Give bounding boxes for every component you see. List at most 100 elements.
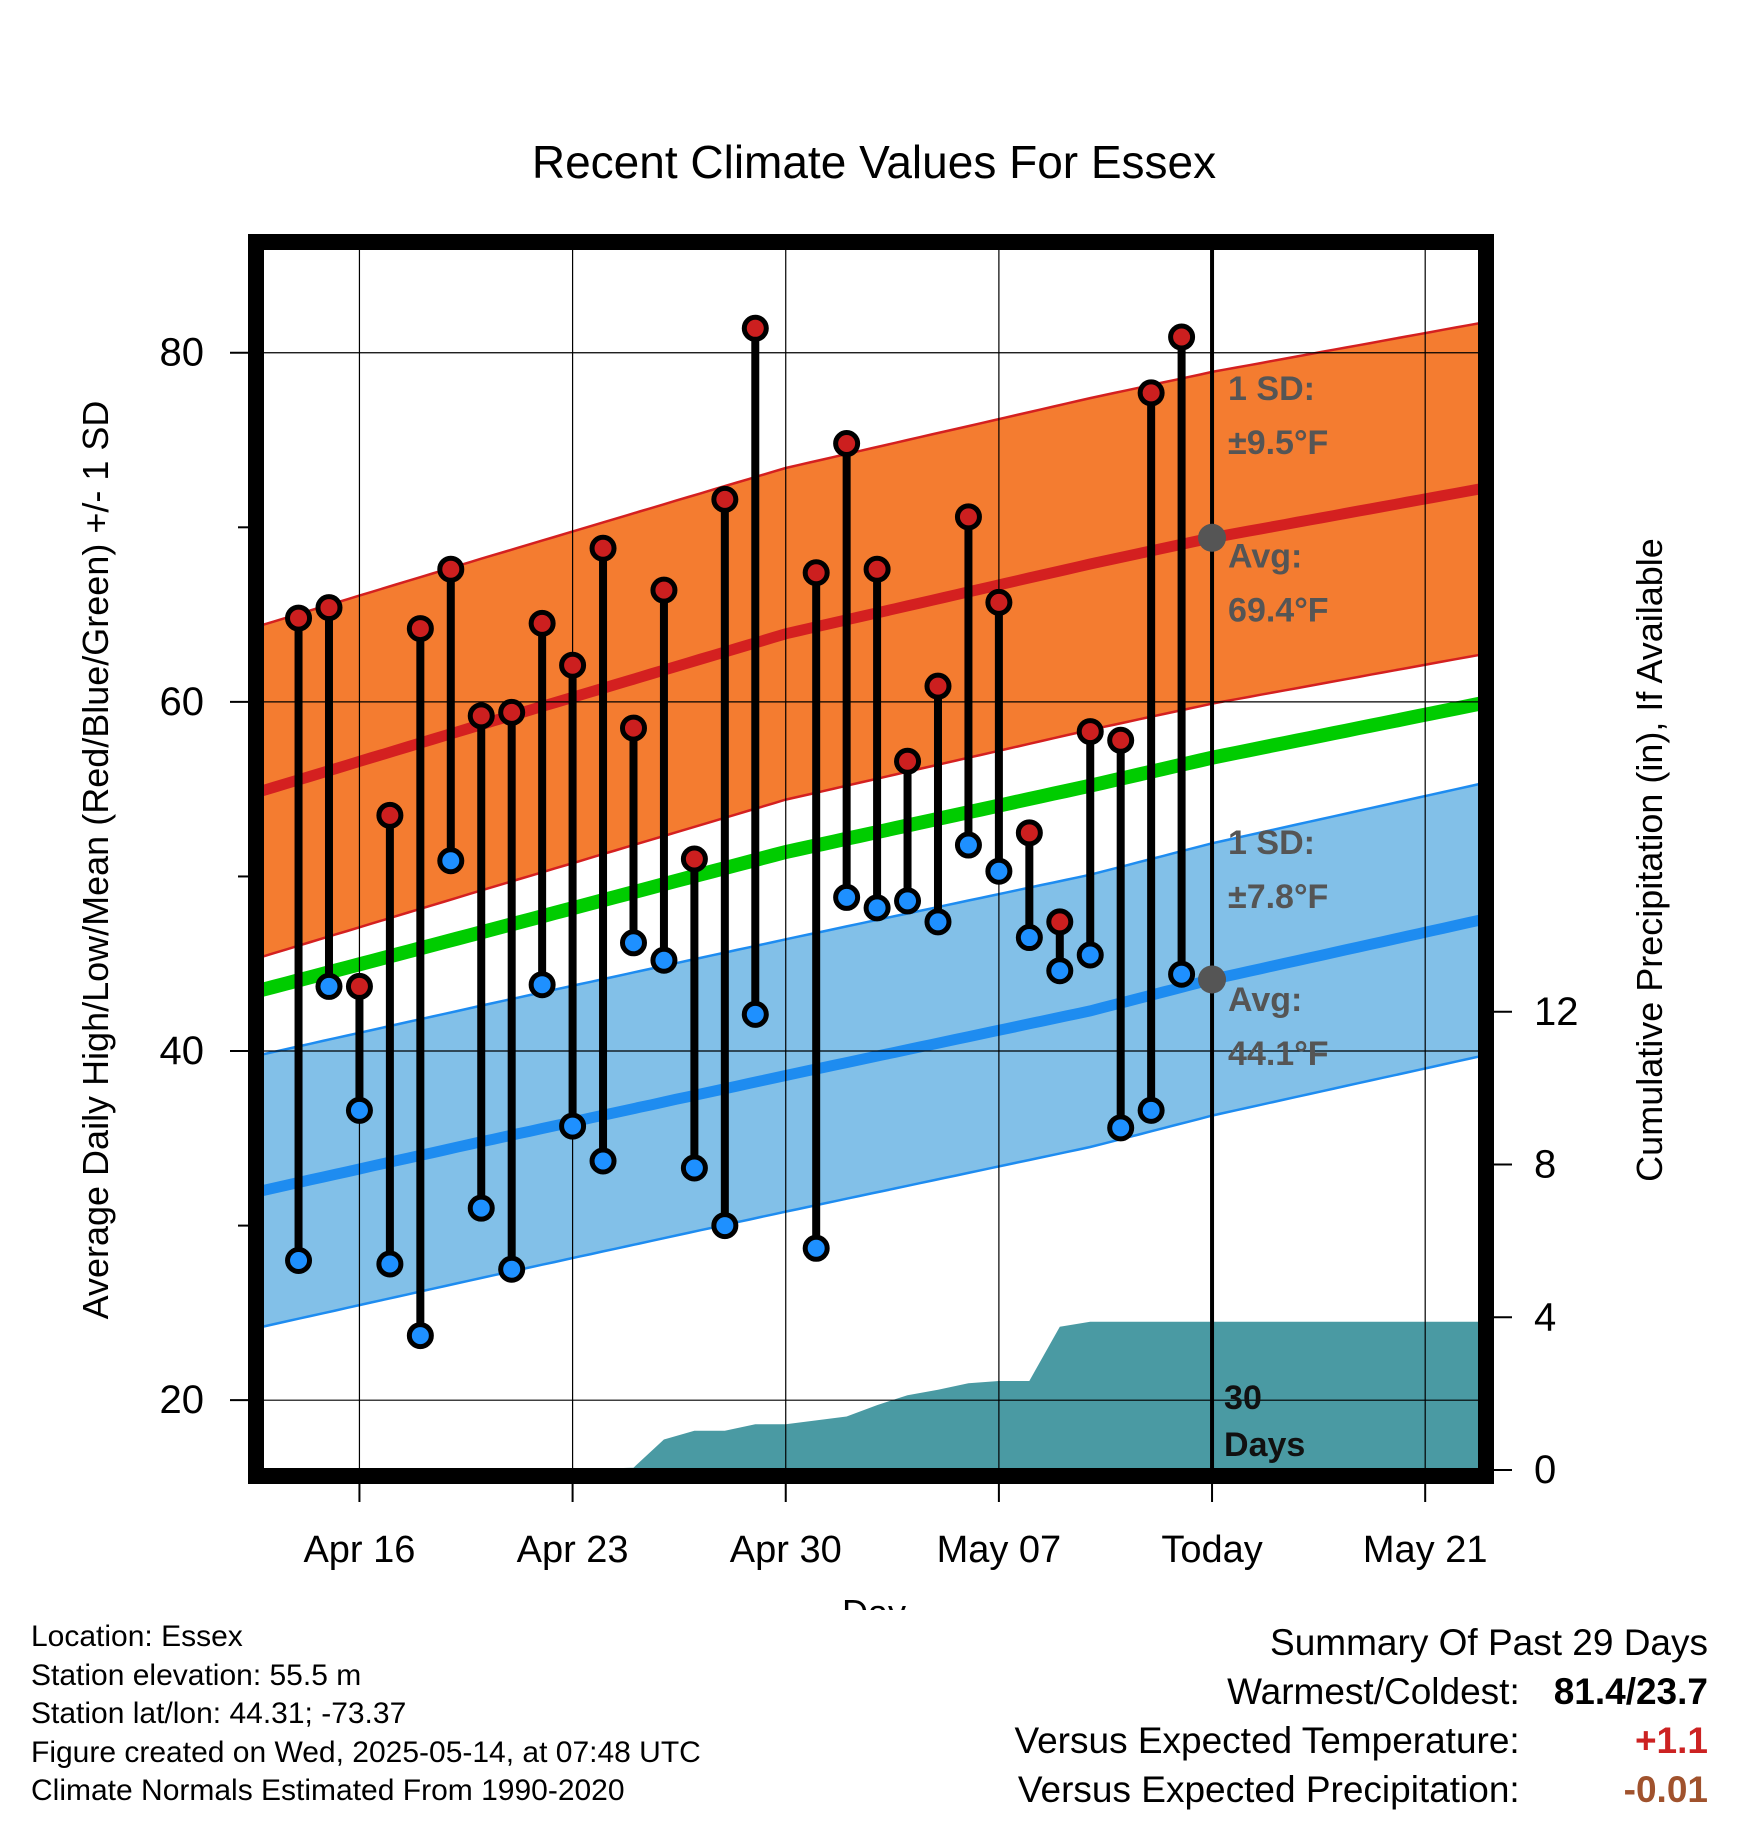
daily-low-point bbox=[833, 883, 861, 911]
daily-high-point bbox=[680, 845, 708, 873]
precip-area bbox=[262, 1321, 1480, 1470]
daily-high-point bbox=[741, 314, 769, 342]
daily-low-point bbox=[924, 908, 952, 936]
daily-high-point bbox=[619, 714, 647, 742]
high-mean-line bbox=[260, 483, 1481, 797]
daily-high-point bbox=[1137, 379, 1165, 407]
warm-cold-value: 81.4/23.7 bbox=[1553, 1671, 1708, 1712]
daily-high-point bbox=[1168, 323, 1196, 351]
daily-high-point bbox=[894, 747, 922, 775]
daily-high-point bbox=[528, 609, 556, 637]
daily-low-point bbox=[954, 831, 982, 859]
low-sd-label: 1 SD: bbox=[1228, 824, 1315, 862]
warm-cold-label: Warmest/Coldest: bbox=[1227, 1671, 1520, 1712]
low-avg-value: 44.1°F bbox=[1228, 1035, 1329, 1073]
high-sd-band bbox=[262, 323, 1480, 957]
normals-text: Climate Normals Estimated From 1990-2020 bbox=[31, 1774, 625, 1807]
x-tick-label: Apr 30 bbox=[730, 1529, 842, 1571]
temp-value: +1.1 bbox=[1634, 1720, 1708, 1761]
daily-high-point bbox=[833, 430, 861, 458]
daily-high-point bbox=[345, 972, 373, 1000]
daily-high-point bbox=[437, 555, 465, 583]
daily-low-point bbox=[345, 1096, 373, 1124]
daily-high-point bbox=[924, 672, 952, 700]
summary-warm-cold-row: Warmest/Coldest: 81.4/23.7 bbox=[1014, 1667, 1708, 1716]
daily-high-point bbox=[406, 615, 434, 643]
today-low-avg-marker bbox=[1198, 965, 1227, 994]
y2-tick-label: 4 bbox=[1534, 1295, 1556, 1339]
y2-tick-label: 0 bbox=[1534, 1448, 1556, 1492]
low-sd-value: ±7.8°F bbox=[1228, 878, 1328, 916]
y-tick-label: 80 bbox=[160, 331, 205, 375]
station-metadata: Location: Essex Station elevation: 55.5 … bbox=[31, 1618, 701, 1811]
daily-low-point bbox=[1046, 957, 1074, 985]
daily-high-point bbox=[315, 594, 343, 622]
daily-low-point bbox=[589, 1147, 617, 1175]
plot-frame bbox=[248, 234, 1494, 1484]
daily-low-point bbox=[528, 971, 556, 999]
days-unit-label: Days bbox=[1224, 1426, 1305, 1464]
daily-low-point bbox=[467, 1194, 495, 1222]
x-tick-label: Apr 16 bbox=[303, 1529, 415, 1571]
daily-low-point bbox=[1076, 941, 1104, 969]
y-tick-label: 60 bbox=[160, 680, 205, 724]
precip-label: Versus Expected Precipitation: bbox=[1017, 1769, 1520, 1810]
daily-high-point bbox=[285, 604, 313, 632]
chart-title: Recent Climate Values For Essex bbox=[532, 136, 1216, 188]
daily-low-point bbox=[680, 1154, 708, 1182]
x-axis-label: Day bbox=[842, 1592, 906, 1610]
latlon-text: Station lat/lon: 44.31; -73.37 bbox=[31, 1697, 407, 1730]
days-count-label: 30 bbox=[1224, 1379, 1262, 1417]
temp-label: Versus Expected Temperature: bbox=[1014, 1720, 1520, 1761]
high-avg-label: Avg: bbox=[1228, 537, 1302, 575]
climate-chart: Recent Climate Values For Essex 1 SD: ±9.… bbox=[75, 136, 1670, 1610]
daily-low-point bbox=[1168, 960, 1196, 988]
high-sd-label: 1 SD: bbox=[1228, 370, 1315, 408]
y2-tick-label: 12 bbox=[1534, 990, 1579, 1034]
daily-low-point bbox=[1107, 1114, 1135, 1142]
daily-low-point bbox=[498, 1255, 526, 1283]
daily-low-point bbox=[711, 1212, 739, 1240]
plot-area: 1 SD: ±9.5°F Avg: 69.4°F 1 SD: ±7.8°F Avg: 44.1… bbox=[160, 234, 1579, 1571]
daily-low-point bbox=[406, 1322, 434, 1350]
location-text: Location: Essex bbox=[31, 1620, 243, 1653]
y-tick-label: 40 bbox=[160, 1029, 205, 1073]
daily-low-point bbox=[985, 857, 1013, 885]
daily-low-point bbox=[1015, 924, 1043, 952]
daily-low-point bbox=[741, 1000, 769, 1028]
high-upper-sd-line bbox=[261, 321, 1481, 627]
daily-low-point bbox=[376, 1250, 404, 1278]
daily-high-point bbox=[711, 485, 739, 513]
daily-low-point bbox=[894, 887, 922, 915]
x-tick-label: Today bbox=[1161, 1529, 1262, 1571]
daily-low-point bbox=[619, 929, 647, 957]
daily-low-point bbox=[437, 847, 465, 875]
summary-temp-row: Versus Expected Temperature: +1.1 bbox=[1014, 1716, 1708, 1765]
created-text: Figure created on Wed, 2025-05-14, at 07… bbox=[31, 1735, 701, 1769]
x-tick-label: May 21 bbox=[1363, 1529, 1488, 1571]
high-lower-sd-line bbox=[261, 653, 1481, 958]
elevation-text: Station elevation: 55.5 m bbox=[31, 1658, 362, 1692]
high-sd-value: ±9.5°F bbox=[1228, 424, 1328, 462]
y2-axis-label: Cumulative Precipitation (in), If Availa… bbox=[1629, 538, 1670, 1182]
mean-temp-line bbox=[260, 696, 1482, 997]
summary-precip-row: Versus Expected Precipitation: -0.01 bbox=[1014, 1765, 1708, 1814]
low-upper-sd-line bbox=[261, 782, 1481, 1056]
summary-title: Summary Of Past 29 Days bbox=[1270, 1622, 1708, 1663]
low-mean-line bbox=[260, 914, 1482, 1197]
y2-tick-label: 8 bbox=[1534, 1143, 1556, 1187]
y-axis-label: Average Daily High/Low/Mean (Red/Blue/Gr… bbox=[75, 401, 116, 1320]
y-tick-label: 20 bbox=[160, 1378, 205, 1422]
daily-low-point bbox=[802, 1234, 830, 1262]
today-high-avg-marker bbox=[1198, 523, 1227, 552]
daily-high-point bbox=[589, 534, 617, 562]
low-avg-label: Avg: bbox=[1228, 981, 1302, 1019]
daily-low-point bbox=[650, 946, 678, 974]
daily-high-point bbox=[650, 576, 678, 604]
daily-low-point bbox=[863, 894, 891, 922]
daily-low-point bbox=[285, 1247, 313, 1275]
daily-high-point bbox=[985, 588, 1013, 616]
high-avg-value: 69.4°F bbox=[1228, 592, 1329, 630]
summary-panel: Summary Of Past 29 Days Warmest/Coldest:… bbox=[1014, 1618, 1708, 1814]
daily-high-point bbox=[559, 651, 587, 679]
